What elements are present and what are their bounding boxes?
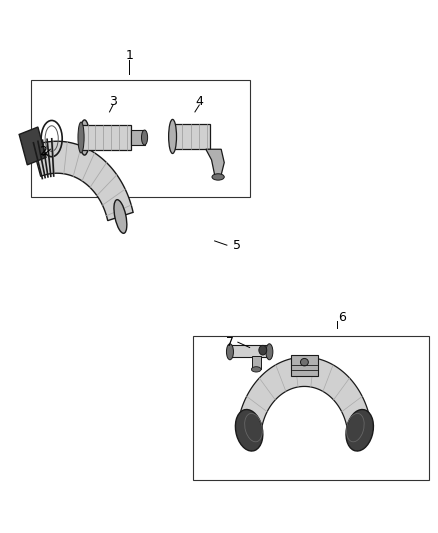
Ellipse shape (259, 345, 267, 355)
Bar (291, 355, 318, 376)
Text: 6: 6 (338, 311, 346, 324)
Bar (81, 125, 131, 150)
Bar (171, 124, 210, 149)
Ellipse shape (169, 119, 177, 154)
Ellipse shape (300, 358, 308, 366)
Ellipse shape (266, 344, 273, 360)
Polygon shape (237, 357, 371, 432)
Ellipse shape (114, 200, 127, 233)
Text: 5: 5 (233, 239, 240, 252)
Ellipse shape (346, 409, 374, 451)
Ellipse shape (235, 409, 263, 451)
Polygon shape (32, 141, 133, 221)
Polygon shape (19, 127, 46, 165)
Text: 3: 3 (109, 95, 117, 108)
Bar (193, 336, 429, 480)
Bar (230, 345, 269, 357)
Text: 7: 7 (226, 336, 234, 349)
Bar (31, 80, 250, 197)
Bar (252, 356, 261, 369)
Ellipse shape (80, 120, 89, 155)
Text: 4: 4 (195, 95, 203, 108)
Ellipse shape (141, 130, 148, 145)
Bar (131, 130, 145, 145)
Ellipse shape (212, 174, 224, 180)
Ellipse shape (78, 122, 84, 153)
Ellipse shape (226, 344, 233, 360)
Polygon shape (206, 149, 224, 175)
Text: 1: 1 (125, 50, 133, 62)
Text: 2: 2 (39, 146, 47, 158)
Ellipse shape (251, 367, 261, 372)
